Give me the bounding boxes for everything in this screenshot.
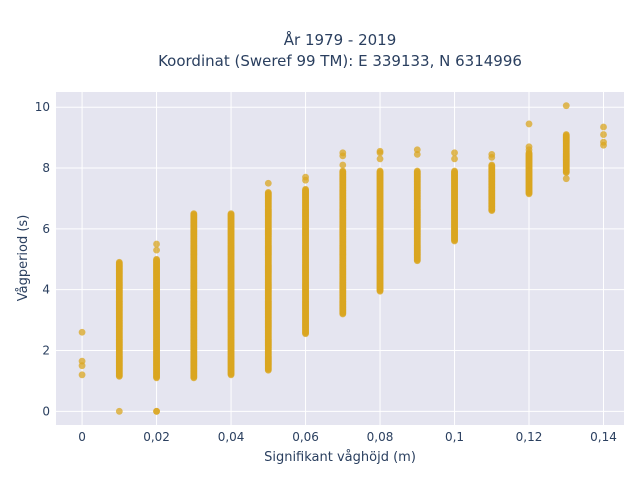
data-point [153,240,160,248]
point-column [302,173,309,338]
data-point [600,141,607,149]
chart-title-line-1: År 1979 - 2019 [284,30,397,49]
data-point [264,179,272,187]
data-point [413,150,421,158]
data-point [78,371,86,379]
point-column [115,258,123,415]
data-point [413,167,421,175]
y-tick-label: 6 [42,222,50,236]
x-tick-label: 0,08 [367,430,394,444]
data-point [190,210,198,218]
x-tick-label: 0,14 [590,430,617,444]
y-tick-label: 0 [42,404,50,418]
point-column [153,240,160,415]
x-tick-label: 0,12 [516,430,543,444]
y-tick-label: 4 [42,283,50,297]
data-point [600,131,607,138]
point-column [413,146,421,265]
data-point [339,152,347,160]
data-point [339,167,347,175]
data-point [115,407,123,415]
data-point [488,161,496,169]
x-tick-label: 0,1 [445,430,464,444]
chart-title-line-2: Koordinat (Sweref 99 TM): E 339133, N 63… [158,52,522,70]
data-point [525,120,533,128]
data-point [376,155,384,163]
x-tick-label: 0,06 [292,430,319,444]
data-point [451,155,458,163]
x-tick-label: 0,04 [218,430,245,444]
data-point [562,175,570,183]
point-column [600,123,607,149]
data-point [562,102,570,110]
data-point [115,258,123,266]
data-point [302,185,309,193]
x-axis-title: Signifikant våghöjd (m) [264,450,416,465]
point-column [376,147,384,295]
data-point [562,131,570,138]
point-column [451,149,458,245]
data-point [376,167,384,175]
y-axis-ticks: 0 2 4 6 8 10 [35,100,50,418]
point-column [488,150,496,215]
data-point [153,255,160,263]
x-tick-label: 0,02 [143,430,170,444]
data-point [525,146,533,154]
point-column [264,179,272,374]
data-point [78,362,86,370]
data-point [302,176,309,184]
data-point [451,149,458,157]
data-point [339,161,347,169]
data-point [600,123,607,131]
point-column [525,120,533,198]
x-axis-ticks: 0 0,02 0,04 0,06 0,08 0,1 0,12 0,14 [78,430,617,444]
point-column [562,102,570,183]
data-point [376,149,384,157]
point-column [190,210,198,382]
data-point [153,407,160,415]
data-point [153,246,160,254]
data-point [227,210,235,218]
x-tick-label: 0 [78,430,86,444]
y-axis-title: Vågperiod (s) [16,215,31,302]
y-tick-label: 8 [42,161,50,175]
point-column [227,210,235,379]
point-column [78,328,86,379]
data-point [451,167,458,175]
data-point [488,153,496,161]
y-tick-label: 10 [35,100,50,114]
data-point [78,328,86,336]
point-column [339,149,347,318]
data-points [78,102,607,415]
data-point [264,188,272,196]
y-tick-label: 2 [42,343,50,357]
